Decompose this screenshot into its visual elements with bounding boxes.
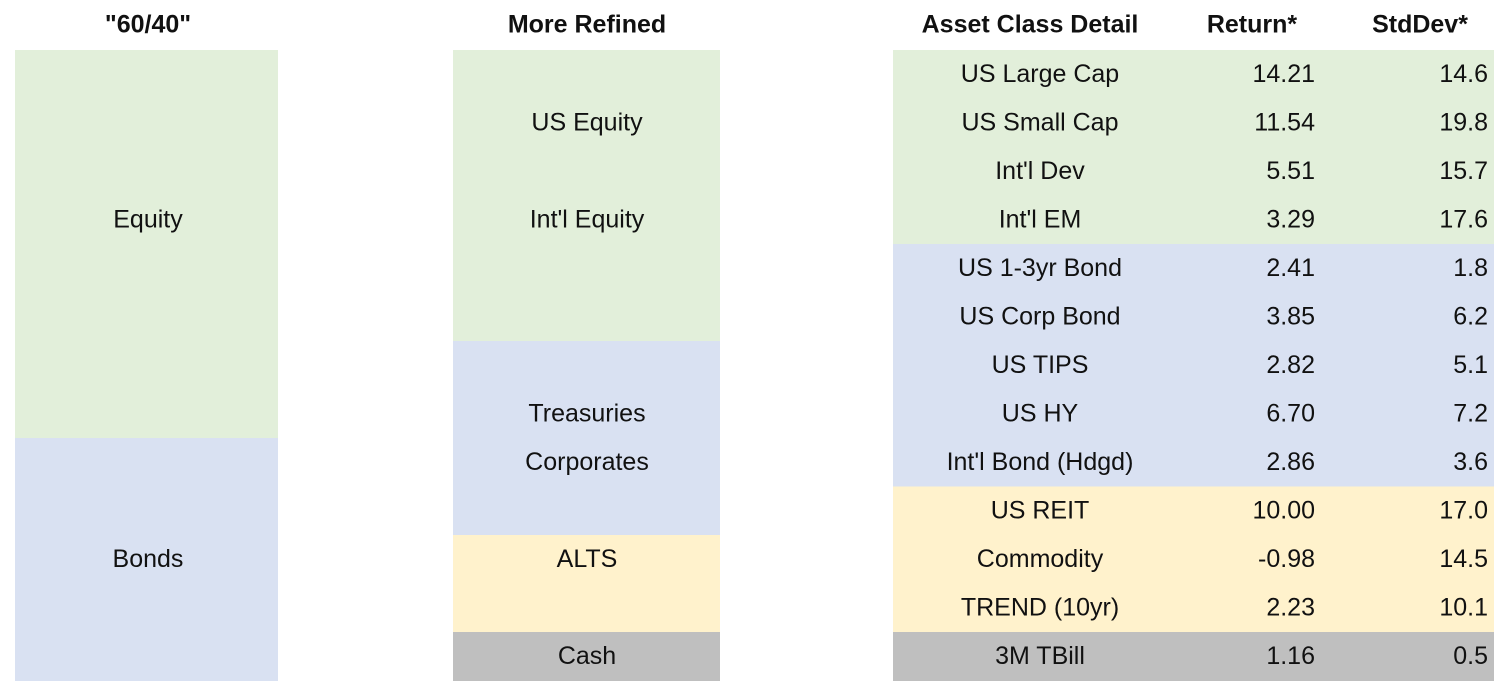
stddev-value: 15.7 — [1439, 157, 1488, 185]
asset-name: US REIT — [991, 496, 1090, 524]
cell-label: Int'l Equity — [530, 205, 645, 233]
asset-name: US Large Cap — [961, 60, 1119, 88]
return-value: 11.54 — [1254, 108, 1315, 136]
cell-label: US Equity — [531, 108, 643, 136]
return-value: -0.98 — [1258, 545, 1315, 573]
return-value: 14.21 — [1252, 60, 1315, 88]
stddev-value: 19.8 — [1439, 108, 1488, 136]
asset-name: US 1-3yr Bond — [958, 254, 1122, 282]
cell-label: Equity — [113, 205, 183, 233]
cell-block — [453, 341, 720, 536]
cell-block — [893, 583, 1494, 633]
stddev-value: 14.5 — [1439, 545, 1488, 573]
cell-block — [893, 341, 1494, 390]
return-value: 2.82 — [1266, 351, 1315, 379]
stddev-value: 1.8 — [1453, 254, 1488, 282]
cell-block — [15, 438, 278, 681]
asset-name: 3M TBill — [995, 642, 1085, 670]
header: Return* — [1207, 11, 1298, 39]
cell-block — [893, 486, 1494, 536]
return-value: 5.51 — [1266, 157, 1315, 185]
cell-block — [893, 195, 1494, 245]
return-value: 6.70 — [1266, 399, 1315, 427]
stddev-value: 7.2 — [1453, 399, 1488, 427]
asset-name: US Corp Bond — [959, 302, 1120, 330]
return-value: 3.29 — [1266, 205, 1315, 233]
cell-block — [893, 244, 1494, 293]
cell-block — [15, 50, 278, 439]
cell-label: Bonds — [113, 545, 184, 573]
header: "60/40" — [105, 11, 191, 39]
header: Asset Class Detail — [922, 11, 1139, 39]
cell-block — [893, 98, 1494, 148]
stddev-value: 17.6 — [1439, 205, 1488, 233]
return-value: 1.16 — [1266, 642, 1315, 670]
cell-block — [893, 147, 1494, 196]
cell-block — [893, 292, 1494, 342]
cell-block — [893, 389, 1494, 439]
return-value: 2.41 — [1266, 254, 1315, 282]
return-value: 2.86 — [1266, 448, 1315, 476]
cell-block — [893, 535, 1494, 584]
asset-name: Int'l Dev — [995, 157, 1085, 185]
cell-label: Corporates — [525, 448, 649, 476]
return-value: 3.85 — [1266, 302, 1315, 330]
return-value: 10.00 — [1252, 496, 1315, 524]
return-value: 2.23 — [1266, 593, 1315, 621]
cell-block — [893, 50, 1494, 99]
stddev-value: 0.5 — [1453, 642, 1488, 670]
cell-block — [893, 438, 1494, 487]
stddev-value: 14.6 — [1439, 60, 1488, 88]
asset-name: Int'l Bond (Hdgd) — [947, 448, 1134, 476]
cell-block — [453, 50, 720, 342]
stddev-value: 6.2 — [1453, 302, 1488, 330]
stddev-value: 5.1 — [1453, 351, 1488, 379]
cell-block — [453, 632, 720, 681]
asset-name: US TIPS — [992, 351, 1089, 379]
cell-block — [893, 632, 1494, 681]
cell-block — [453, 535, 720, 633]
asset-name: US HY — [1002, 399, 1079, 427]
cell-label: Cash — [558, 642, 616, 670]
header: StdDev* — [1372, 11, 1468, 39]
header: More Refined — [508, 11, 666, 39]
stddev-value: 17.0 — [1439, 496, 1488, 524]
stddev-value: 10.1 — [1439, 593, 1488, 621]
asset-name: Commodity — [977, 545, 1104, 573]
stddev-value: 3.6 — [1453, 448, 1488, 476]
asset-name: US Small Cap — [962, 108, 1119, 136]
asset-name: Int'l EM — [999, 205, 1082, 233]
asset-name: TREND (10yr) — [961, 593, 1119, 621]
cell-label: Treasuries — [528, 399, 645, 427]
cell-label: ALTS — [557, 545, 618, 573]
